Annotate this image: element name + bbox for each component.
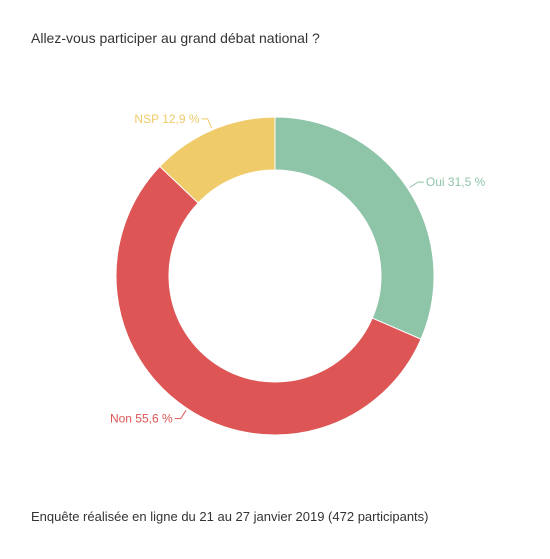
donut-slice-non (115, 165, 422, 436)
donut-slice-nsp (159, 116, 276, 204)
label-connector-nsp (201, 118, 212, 129)
data-label-non: Non 55,6 % (110, 412, 173, 426)
donut-slice-oui (274, 116, 435, 340)
chart-footer-note: Enquête réalisée en ligne du 21 au 27 ja… (31, 509, 429, 524)
data-label-oui: Oui 31,5 % (426, 175, 486, 189)
chart-title: Allez-vous participer au grand débat nat… (31, 30, 320, 46)
label-connector-non (174, 410, 187, 420)
data-label-nsp: NSP 12,9 % (134, 112, 199, 126)
label-connector-oui (409, 181, 424, 189)
